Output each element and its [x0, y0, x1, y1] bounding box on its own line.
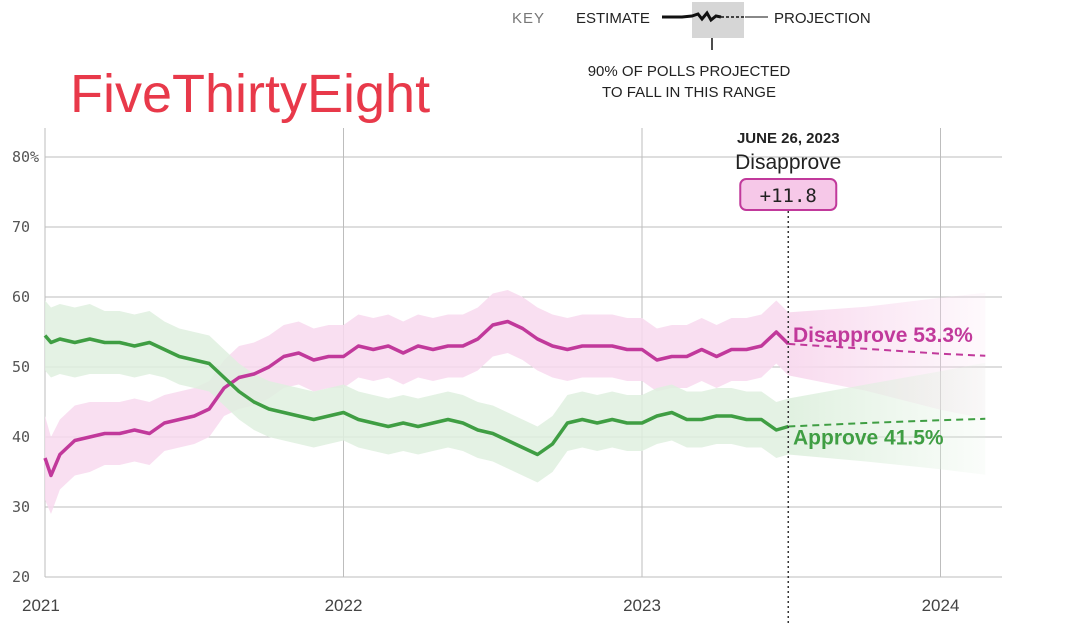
marker-series-label: Disapprove	[735, 151, 841, 174]
approve-projection-band	[788, 362, 986, 475]
disapprove-line	[43, 319, 790, 478]
disapprove-end-label: Disapprove 53.3%	[793, 324, 973, 347]
marker-date: JUNE 26, 2023	[737, 130, 840, 147]
y-tick-label: 30	[12, 498, 30, 516]
key-range-line1: 90% OF POLLS PROJECTED	[588, 63, 791, 80]
approve-end-label: Approve 41.5%	[793, 427, 944, 450]
y-tick-label: 80%	[12, 148, 39, 166]
series-end-labels: Disapprove 53.3% Approve 41.5%	[793, 324, 973, 450]
series-lines	[43, 319, 986, 478]
disapprove-projection-line	[788, 342, 986, 357]
x-tick-label: 2024	[922, 596, 960, 615]
x-tick-label: 2023	[623, 596, 661, 615]
y-tick-label: 60	[12, 288, 30, 306]
key-legend: KEY ESTIMATE PROJECTION 90% OF POLLS PRO…	[512, 2, 871, 101]
key-range-line2: TO FALL IN THIS RANGE	[602, 84, 776, 101]
key-estimate-label: ESTIMATE	[576, 10, 650, 27]
key-projection-label: PROJECTION	[774, 10, 871, 27]
y-tick-label: 20	[12, 568, 30, 586]
marker-value: +11.8	[760, 185, 817, 207]
approve-line	[43, 334, 789, 457]
key-estimate-line	[662, 10, 722, 23]
x-tick-label: 2022	[325, 596, 363, 615]
key-range-swatch	[692, 2, 744, 38]
axis-ticks: 80% 70 60 50 40 30 20 2021 2022 2023 2024	[12, 148, 959, 615]
y-tick-label: 70	[12, 218, 30, 236]
marker-value-badge	[739, 178, 838, 211]
key-title: KEY	[512, 10, 545, 27]
date-marker: JUNE 26, 2023 Disapprove +11.8	[735, 130, 841, 625]
x-tick-label: 2021	[22, 596, 60, 615]
approve-band	[45, 300, 789, 483]
y-tick-label: 40	[12, 428, 30, 446]
brand-logo: FiveThirtyEight	[70, 64, 430, 124]
y-tick-label: 50	[12, 358, 30, 376]
approve-projection-line	[788, 417, 986, 428]
